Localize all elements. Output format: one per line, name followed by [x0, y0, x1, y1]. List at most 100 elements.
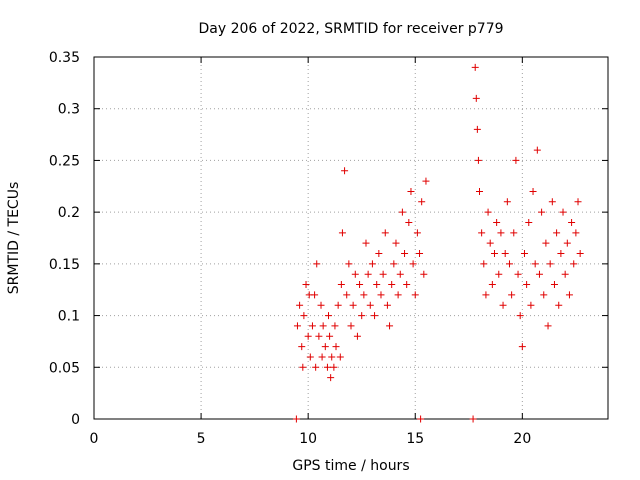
data-point [484, 208, 492, 216]
data-point [473, 125, 481, 133]
data-point [478, 229, 486, 237]
data-point [407, 187, 415, 195]
data-point [561, 270, 569, 278]
data-point [512, 156, 520, 164]
data-point [330, 363, 338, 371]
data-point [523, 281, 531, 289]
data-point [312, 363, 320, 371]
data-point [538, 208, 546, 216]
data-point [510, 229, 518, 237]
data-point [420, 270, 428, 278]
data-point [413, 229, 421, 237]
data-point [417, 415, 425, 423]
data-point [570, 260, 578, 268]
data-point [311, 291, 319, 299]
data-point [574, 198, 582, 206]
x-tick-label: 20 [513, 431, 531, 447]
data-point [323, 363, 331, 371]
data-point [336, 353, 344, 361]
data-point [533, 146, 541, 154]
data-point [540, 291, 548, 299]
data-point [568, 218, 576, 226]
data-point [503, 198, 511, 206]
data-point [302, 281, 310, 289]
data-point [396, 270, 404, 278]
data-point [529, 187, 537, 195]
data-point [328, 353, 336, 361]
data-point [343, 291, 351, 299]
data-point [332, 343, 340, 351]
data-point [508, 291, 516, 299]
data-point [557, 250, 565, 258]
data-point [544, 322, 552, 330]
data-point [565, 291, 573, 299]
data-point [501, 250, 509, 258]
data-point [360, 291, 368, 299]
data-point [304, 332, 312, 340]
data-point [518, 343, 526, 351]
y-tick-label: 0.2 [58, 205, 80, 221]
data-point [471, 63, 479, 71]
data-point [499, 301, 507, 309]
data-point [398, 208, 406, 216]
data-point [326, 332, 334, 340]
data-point [394, 291, 402, 299]
data-point [318, 353, 326, 361]
data-point [392, 239, 400, 247]
data-point [520, 250, 528, 258]
data-point [356, 281, 364, 289]
plot-frame [93, 56, 609, 420]
x-tick-label: 10 [299, 431, 317, 447]
data-points [292, 63, 584, 423]
y-tick-label: 0.25 [49, 153, 80, 169]
data-point [516, 312, 524, 320]
data-point [497, 229, 505, 237]
data-point [299, 363, 307, 371]
data-point [527, 301, 535, 309]
x-tick-label: 15 [406, 431, 424, 447]
data-point [353, 332, 361, 340]
x-tick-label: 0 [90, 431, 99, 447]
data-point [292, 415, 300, 423]
data-point [542, 239, 550, 247]
data-point [495, 270, 503, 278]
data-point [386, 322, 394, 330]
data-point [366, 301, 374, 309]
data-point [375, 250, 383, 258]
data-point [405, 218, 413, 226]
axis-ticks: 0 0.05 0.1 0.15 0.2 0.25 0.3 0.35 0 5 10 15 20 [49, 50, 608, 447]
data-point [482, 291, 490, 299]
y-tick-label: 0.15 [49, 257, 80, 273]
data-point [334, 301, 342, 309]
data-point [300, 312, 308, 320]
data-point [371, 312, 379, 320]
data-point [373, 281, 381, 289]
data-point [416, 250, 424, 258]
data-point [572, 229, 580, 237]
data-point [341, 167, 349, 175]
data-point [347, 322, 355, 330]
data-point [576, 250, 584, 258]
data-point [474, 156, 482, 164]
data-point [351, 270, 359, 278]
y-tick-label: 0.1 [58, 309, 80, 325]
data-point [411, 291, 419, 299]
data-point [327, 374, 335, 382]
data-point [293, 322, 301, 330]
data-point [317, 301, 325, 309]
data-point [337, 281, 345, 289]
data-point [531, 260, 539, 268]
data-point [345, 260, 353, 268]
data-point [472, 94, 480, 102]
data-point [525, 218, 533, 226]
data-point [555, 301, 563, 309]
data-point [331, 322, 339, 330]
data-point [315, 332, 323, 340]
data-point [321, 343, 329, 351]
y-tick-label: 0.35 [49, 50, 80, 66]
data-point [422, 177, 430, 185]
chart-title: Day 206 of 2022, SRMTID for receiver p77… [198, 21, 503, 37]
data-point [390, 260, 398, 268]
